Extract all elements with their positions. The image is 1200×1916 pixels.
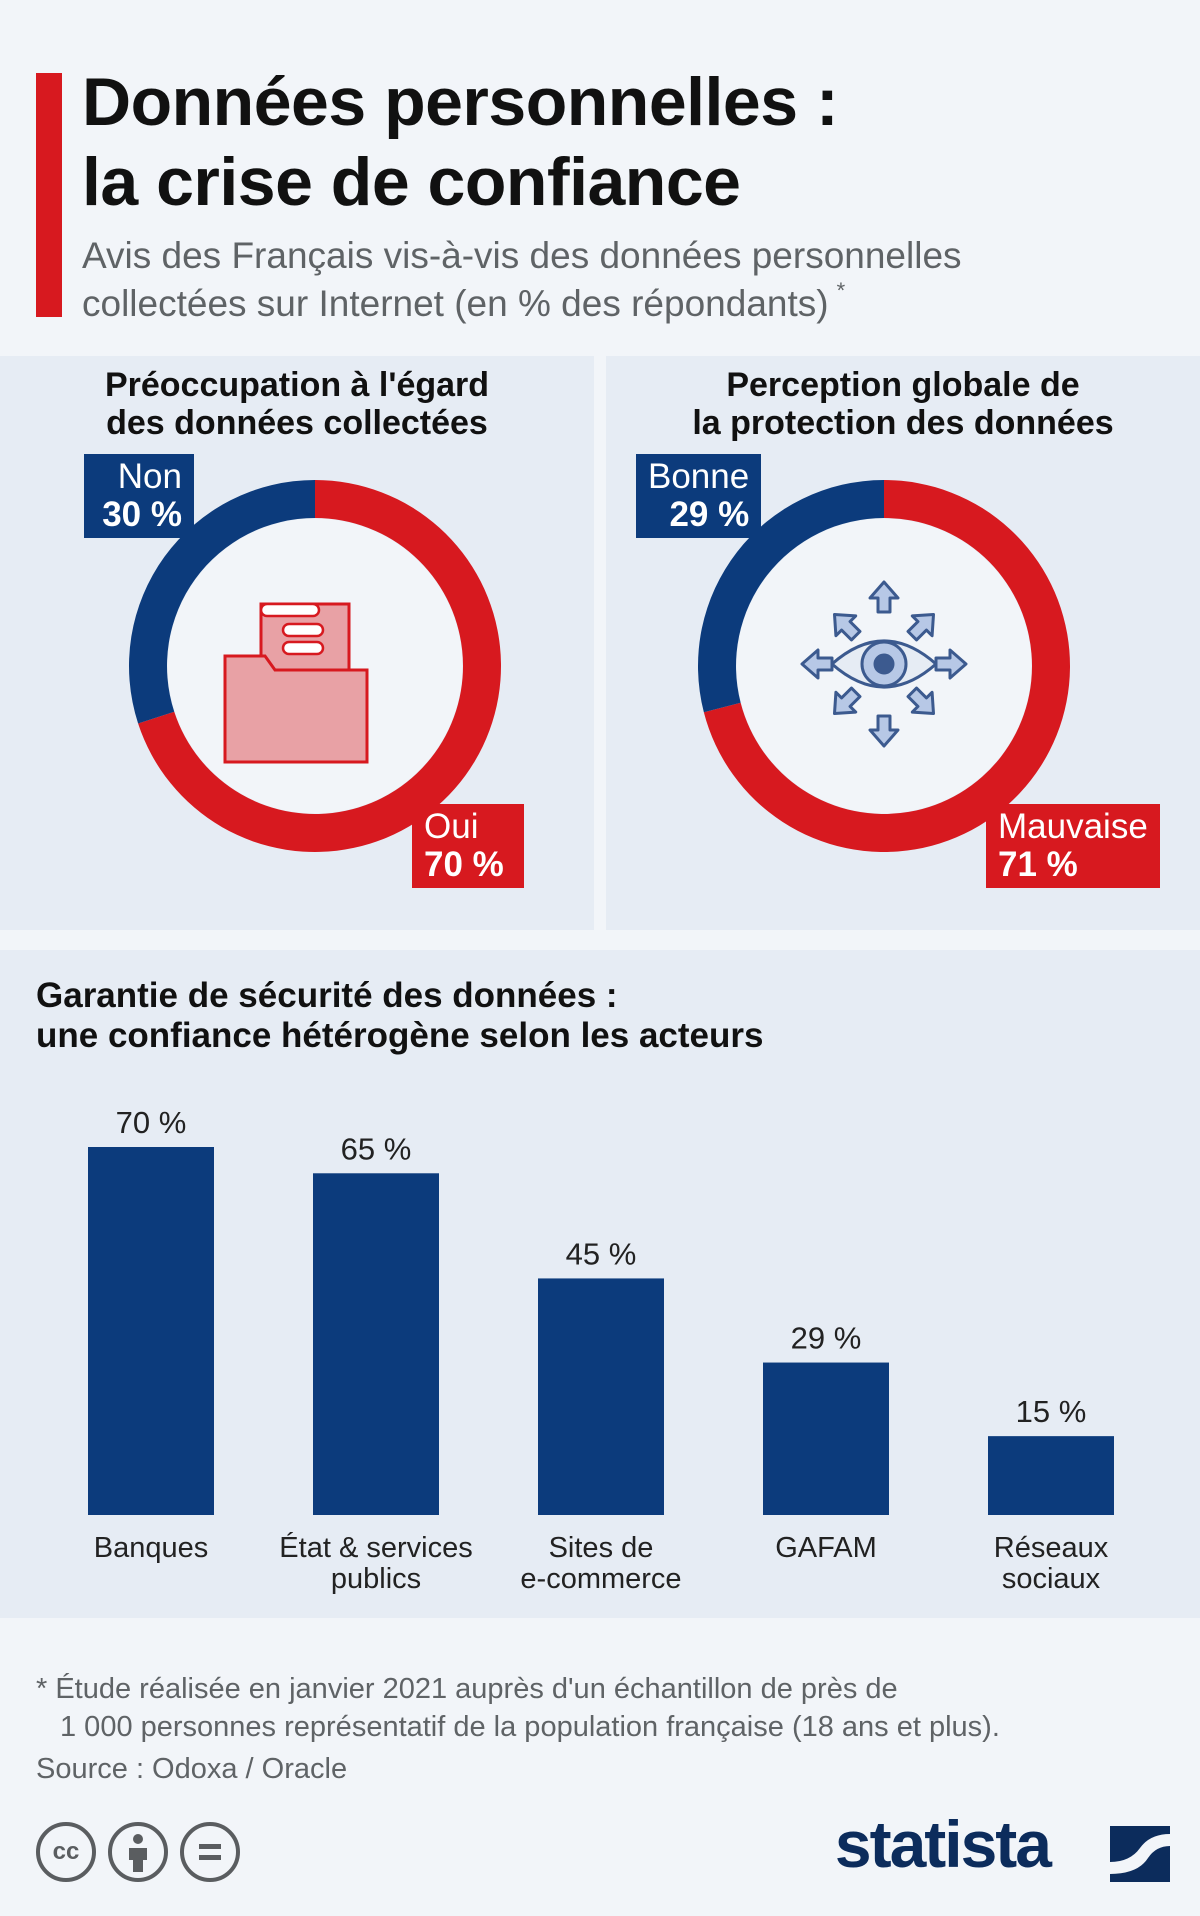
bar-value-label: 15 %	[1016, 1394, 1087, 1429]
direction-arrow-icon	[800, 648, 834, 680]
attribution-figure	[129, 1834, 147, 1872]
bar	[763, 1362, 889, 1515]
statista-logo-text[interactable]: statista	[834, 1807, 1052, 1881]
trust-title-line-2: une confiance hétérogène selon les acteu…	[36, 1016, 764, 1055]
source-text: Source : Odoxa / Oracle	[36, 1753, 348, 1785]
trust-chart-title: Garantie de sécurité des données : une c…	[36, 976, 763, 1056]
direction-arrow-icon	[906, 686, 935, 715]
protection-title-line-1: Perception globale de	[726, 366, 1080, 404]
concern-title-line-1: Préoccupation à l'égard	[104, 366, 490, 404]
protection-label-mauvaise-name: Mauvaise	[998, 807, 1148, 846]
category-label: État & services	[279, 1531, 472, 1564]
bar-value-label: 45 %	[566, 1236, 637, 1271]
bar	[538, 1278, 664, 1515]
concern-chart-title: Préoccupation à l'égard des données coll…	[0, 366, 594, 442]
category-label: sociaux	[1002, 1563, 1101, 1595]
bar-value-label: 70 %	[116, 1105, 187, 1140]
bar	[313, 1173, 439, 1515]
concern-donut-chart	[129, 480, 502, 852]
category-label: GAFAM	[775, 1532, 877, 1564]
subtitle-line-1: Avis des Français vis-à-vis des données …	[82, 235, 962, 276]
protection-donut-chart	[698, 480, 1070, 852]
eye-surveillance-icon	[800, 580, 968, 748]
trust-title-line-1: Garantie de sécurité des données :	[36, 976, 618, 1015]
statista-logo-icon	[1110, 1826, 1170, 1882]
concern-donut-panel: Préoccupation à l'égard des données coll…	[0, 356, 594, 930]
page-subtitle: Avis des Français vis-à-vis des données …	[82, 232, 962, 328]
bar	[88, 1147, 214, 1515]
category-label: Banques	[94, 1532, 209, 1564]
creative-commons-icon[interactable]: cc	[36, 1822, 96, 1882]
category-label: Réseaux	[994, 1532, 1109, 1564]
protection-title-line-2: la protection des données	[692, 404, 1114, 442]
category-label: publics	[331, 1563, 421, 1595]
protection-label-mauvaise: Mauvaise 71 %	[986, 804, 1160, 888]
folder-document-icon	[223, 602, 369, 764]
direction-arrow-icon	[934, 648, 968, 680]
direction-arrow-icon	[868, 714, 900, 748]
direction-arrow-icon	[833, 686, 862, 715]
title-line-2: la crise de confiance	[82, 144, 741, 220]
footnote-line-1: * Étude réalisée en janvier 2021 auprès …	[36, 1673, 898, 1705]
direction-arrow-icon	[833, 613, 862, 642]
protection-label-bonne-name: Bonne	[648, 457, 750, 496]
concern-label-oui: Oui 70 %	[412, 804, 524, 888]
concern-title-line-2: des données collectées	[106, 404, 488, 442]
bar	[988, 1436, 1114, 1515]
subtitle-footnote-marker: *	[836, 278, 846, 303]
donut-slice-bonne	[698, 480, 884, 713]
footnote-line-2: 1 000 personnes représentatif de la popu…	[60, 1711, 1000, 1743]
cc-letters: cc	[52, 1838, 80, 1865]
title-line-1: Données personnelles :	[82, 64, 839, 140]
category-label: Sites de	[549, 1532, 654, 1564]
bar-value-label: 29 %	[791, 1321, 862, 1356]
title-accent-bar	[36, 73, 62, 317]
direction-arrow-icon	[868, 580, 900, 614]
protection-label-mauvaise-value: 71 %	[998, 845, 1078, 884]
no-derivatives-icon[interactable]	[180, 1822, 240, 1882]
concern-label-non: Non 30 %	[84, 454, 194, 538]
protection-label-bonne-value: 29 %	[669, 495, 750, 534]
concern-label-non-value: 30 %	[102, 495, 182, 534]
subtitle-line-2: collectées sur Internet (en % des répond…	[82, 283, 829, 324]
footnote: * Étude réalisée en janvier 2021 auprès …	[36, 1670, 1156, 1746]
page-title: Données personnelles : la crise de confi…	[82, 62, 839, 222]
concern-label-oui-value: 70 %	[424, 845, 504, 884]
bar-value-label: 65 %	[341, 1131, 412, 1166]
direction-arrow-icon	[906, 613, 935, 642]
concern-label-oui-name: Oui	[424, 807, 479, 846]
equals-sign	[199, 1844, 221, 1860]
protection-donut-panel: Perception globale de la protection des …	[606, 356, 1200, 930]
attribution-icon[interactable]	[108, 1822, 168, 1882]
donut-slice-non	[129, 480, 315, 724]
concern-label-non-name: Non	[117, 457, 182, 496]
protection-chart-title: Perception globale de la protection des …	[606, 366, 1200, 442]
protection-label-bonne: Bonne 29 %	[636, 454, 762, 538]
category-label: e-commerce	[520, 1563, 681, 1595]
